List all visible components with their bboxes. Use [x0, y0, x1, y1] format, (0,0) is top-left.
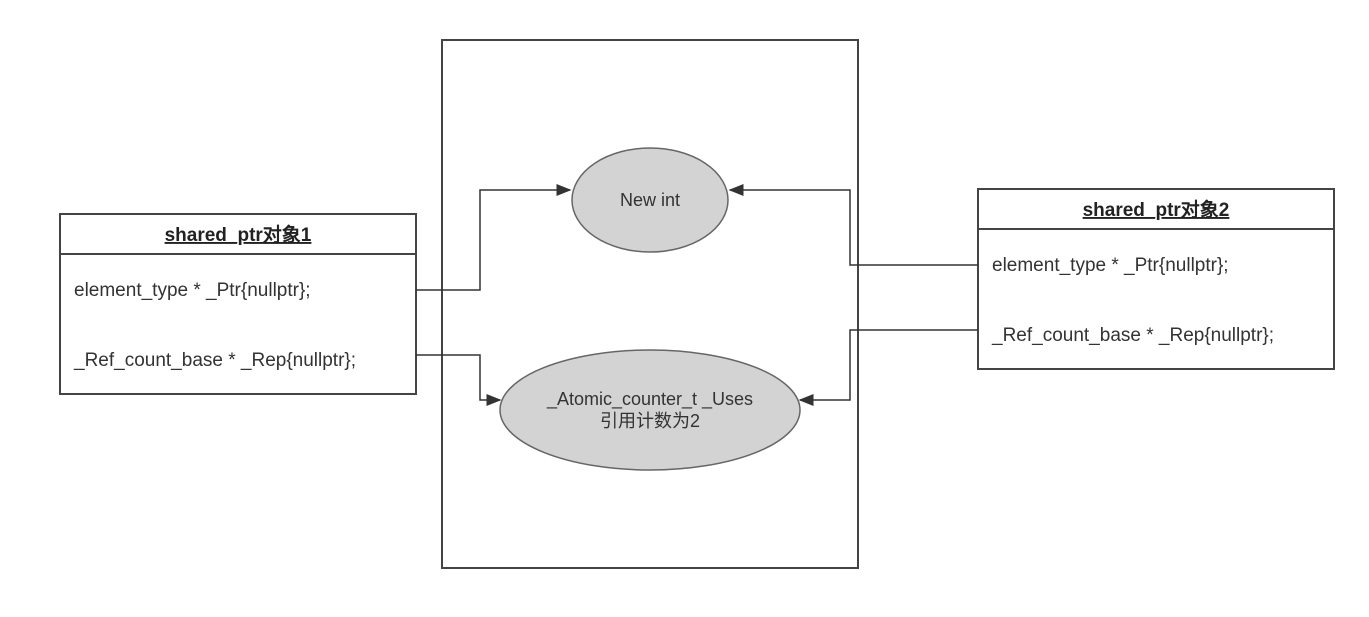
shared-ptr-1-field-1: _Ref_count_base * _Rep{nullptr};: [73, 350, 356, 371]
new-int-text-0: New int: [620, 190, 680, 210]
shared-ptr-2-field-1: _Ref_count_base * _Rep{nullptr};: [991, 325, 1274, 346]
connector-0: [416, 190, 570, 290]
shared-ptr-2-field-0: element_type * _Ptr{nullptr};: [992, 255, 1229, 276]
shared-ptr-1-field-0: element_type * _Ptr{nullptr};: [74, 280, 311, 301]
center-box: [442, 40, 858, 568]
shared-ptr-2-title: shared_ptr对象2: [1083, 198, 1230, 221]
diagram-canvas: New int _Atomic_counter_t _Uses引用计数为2 shar…: [0, 0, 1369, 617]
connector-1: [416, 355, 500, 400]
atomic-counter-text-0: _Atomic_counter_t _Uses: [546, 389, 753, 410]
shared-ptr-1-title: shared_ptr对象1: [165, 223, 312, 246]
atomic-counter-ellipse: [500, 350, 800, 470]
connector-2: [730, 190, 978, 265]
connector-3: [800, 330, 978, 400]
atomic-counter-text-1: 引用计数为2: [600, 411, 700, 431]
